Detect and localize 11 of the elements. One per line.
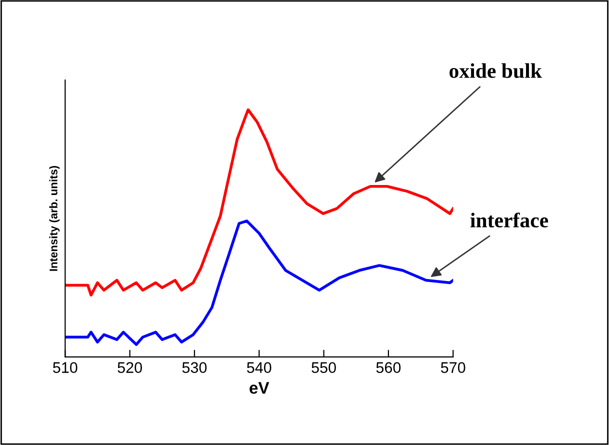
y-axis-title: Intensity (arb. units) — [49, 166, 60, 271]
x-tick-label: 570 — [440, 362, 466, 373]
x-tick-label: 540 — [246, 362, 272, 373]
x-axis-title: eV — [250, 382, 270, 394]
x-tick-label: 560 — [376, 362, 401, 373]
annotation: interface — [470, 212, 548, 228]
x-tick-label: 550 — [312, 362, 336, 373]
x-tick-label: 510 — [53, 362, 78, 373]
annotation: oxide bulk — [450, 63, 542, 78]
x-tick-label: 520 — [118, 362, 142, 373]
x-tick-label: 530 — [182, 362, 207, 373]
